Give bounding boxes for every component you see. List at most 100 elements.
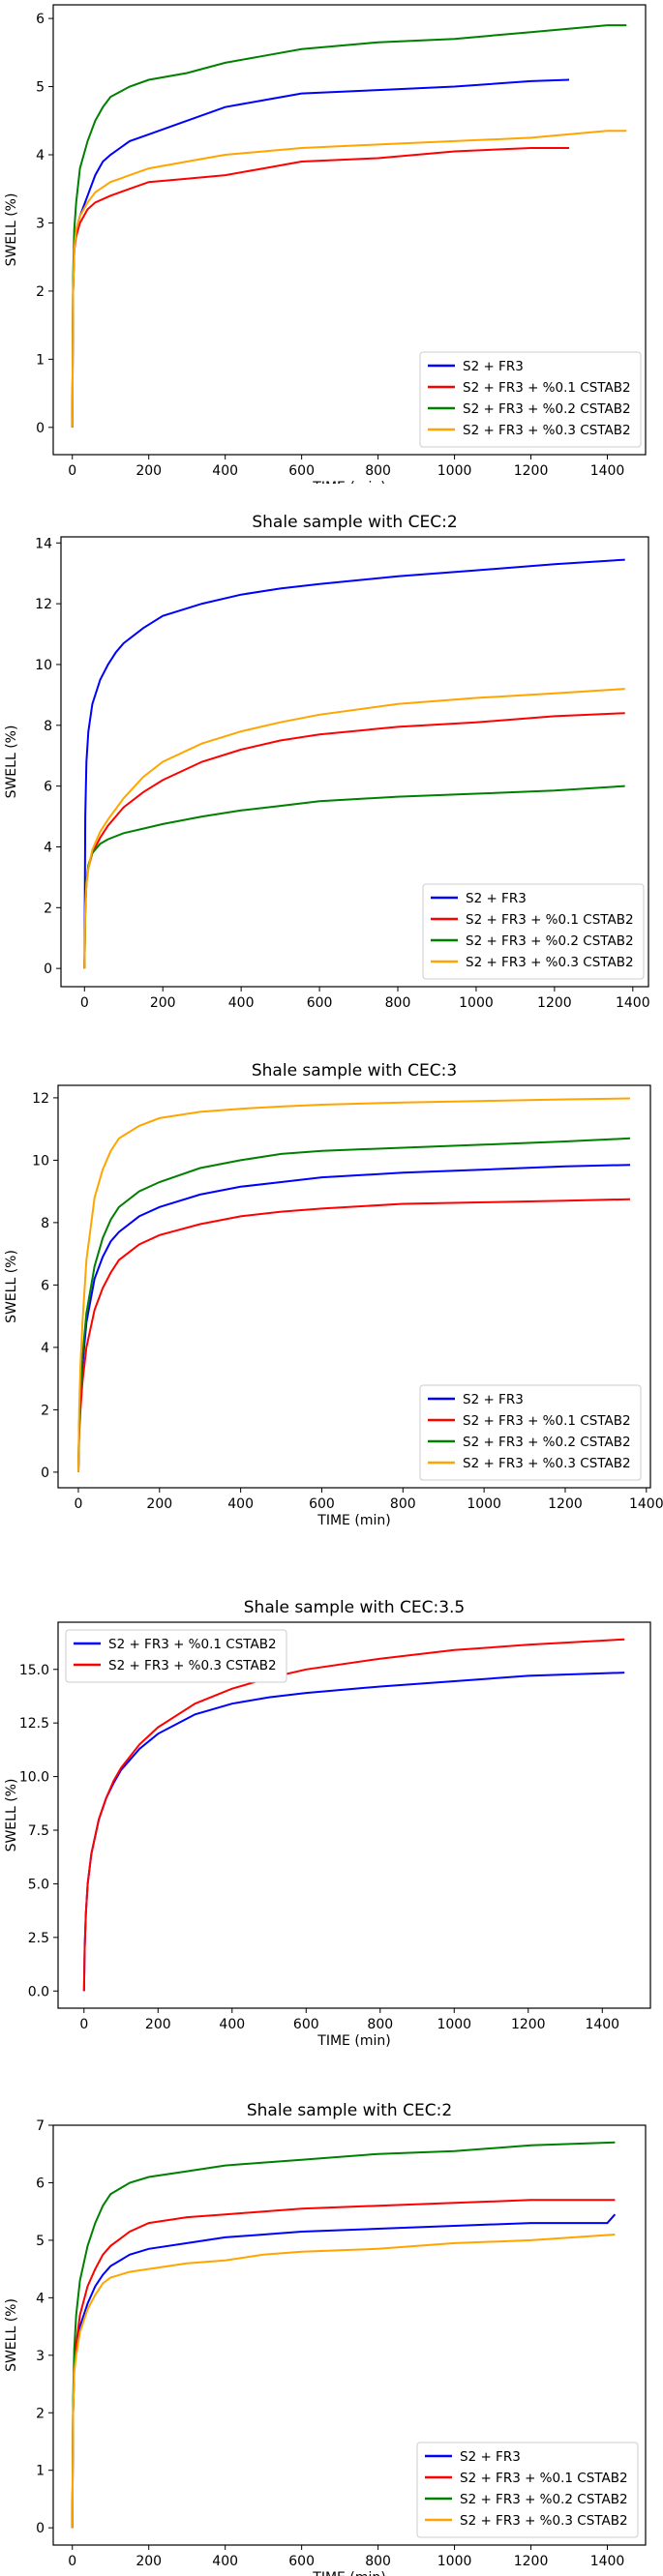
x-tick-label: 600 bbox=[307, 995, 333, 1011]
series-line-3 bbox=[71, 2141, 616, 2529]
legend-entry: S2 + FR3 + %0.1 CSTAB2 bbox=[463, 1413, 631, 1429]
y-tick-label: 0 bbox=[36, 421, 45, 436]
chart-title: Shale sample with CEC:3.5 bbox=[244, 1598, 466, 1617]
chart-svg-2: Shale sample with CEC:2 0 200 400 600 800 1000… bbox=[4, 513, 650, 1011]
x-tick-label: 400 bbox=[219, 2017, 245, 2032]
y-tick-label: 4 bbox=[36, 2291, 45, 2306]
series-line-2 bbox=[77, 1198, 631, 1472]
x-axis-label: TIME (min) bbox=[316, 1513, 390, 1528]
y-tick-label: 10.0 bbox=[19, 1770, 49, 1786]
x-tick-label: 200 bbox=[136, 2554, 162, 2569]
y-tick-label: 6 bbox=[36, 2176, 45, 2191]
x-tick-label: 400 bbox=[212, 2554, 238, 2569]
x-tick-label: 1400 bbox=[590, 463, 625, 479]
x-axis-label: TIME (min) bbox=[312, 480, 385, 484]
y-tick-label: 12 bbox=[32, 1091, 49, 1107]
y-tick-label: 8 bbox=[44, 719, 52, 734]
chart-title: Shale sample with CEC:3 bbox=[252, 1061, 457, 1081]
legend-entry: S2 + FR3 + %0.1 CSTAB2 bbox=[460, 2471, 628, 2486]
x-tick-label: 800 bbox=[365, 463, 391, 479]
series-line-4 bbox=[83, 688, 625, 969]
legend: S2 + FR3 S2 + FR3 + %0.1 CSTAB2 S2 + FR3 +… bbox=[419, 351, 642, 448]
y-axis-label: SWELL (%) bbox=[4, 1779, 19, 1852]
y-tick-label: 15.0 bbox=[19, 1663, 49, 1678]
series-line-4 bbox=[71, 2234, 616, 2529]
y-tick-label: 8 bbox=[41, 1216, 49, 1231]
chart-panel-1: Shale sample with CEC:2.5020040060080010… bbox=[0, 0, 663, 484]
y-tick-label: 1 bbox=[36, 352, 45, 368]
plot-frame bbox=[57, 1621, 651, 2009]
x-tick-label: 0 bbox=[80, 995, 89, 1011]
y-tick-label: 2 bbox=[41, 1403, 49, 1418]
y-tick-label: 2 bbox=[36, 2406, 45, 2421]
y-tick-label: 12.5 bbox=[19, 1716, 49, 1732]
x-tick-label: 1000 bbox=[459, 995, 494, 1011]
x-axis-label: TIME (min) bbox=[316, 2033, 390, 2049]
x-tick-label: 600 bbox=[309, 1496, 335, 1512]
chart-panel-5: Shale sample with CEC:2 0 200 400 600 800 1000… bbox=[0, 2072, 663, 2576]
y-tick-label: 7 bbox=[36, 2118, 45, 2134]
legend-entry: S2 + FR3 + %0.2 CSTAB2 bbox=[463, 401, 631, 417]
x-tick-label: 200 bbox=[145, 2017, 171, 2032]
y-tick-label: 4 bbox=[44, 840, 52, 855]
x-tick-label: 1000 bbox=[467, 1496, 501, 1512]
series-line-3 bbox=[71, 24, 627, 428]
x-tick-label: 400 bbox=[212, 463, 238, 479]
chart-title: Shale sample with CEC:2 bbox=[247, 2101, 452, 2120]
y-tick-label: 12 bbox=[35, 597, 52, 612]
legend-entry: S2 + FR3 + %0.3 CSTAB2 bbox=[460, 2513, 628, 2529]
legend-entry: S2 + FR3 + %0.3 CSTAB2 bbox=[108, 1658, 277, 1673]
plot-frame bbox=[57, 1084, 651, 1489]
x-tick-label: 1200 bbox=[548, 1496, 583, 1512]
chart-svg-5: Shale sample with CEC:2 0 200 400 600 800 1000… bbox=[4, 2101, 647, 2576]
legend: S2 + FR3 S2 + FR3 + %0.1 CSTAB2 S2 + FR3 +… bbox=[422, 883, 645, 980]
x-tick-label: 800 bbox=[367, 2017, 393, 2032]
legend-entry: S2 + FR3 + %0.1 CSTAB2 bbox=[108, 1637, 277, 1652]
x-tick-label: 400 bbox=[227, 1496, 254, 1512]
x-tick-label: 600 bbox=[293, 2017, 319, 2032]
y-axis-label: SWELL (%) bbox=[4, 2298, 19, 2372]
x-tick-label: 800 bbox=[385, 995, 411, 1011]
y-tick-label: 5.0 bbox=[28, 1877, 49, 1892]
x-tick-label: 0 bbox=[74, 1496, 82, 1512]
x-tick-label: 1200 bbox=[514, 2554, 549, 2569]
y-tick-label: 6 bbox=[41, 1278, 49, 1293]
y-tick-label: 7.5 bbox=[28, 1823, 49, 1839]
y-tick-label: 3 bbox=[36, 216, 45, 231]
x-tick-label: 1400 bbox=[629, 1496, 663, 1512]
y-tick-label: 4 bbox=[36, 148, 45, 163]
legend-entry: S2 + FR3 bbox=[463, 359, 524, 374]
x-tick-label: 800 bbox=[365, 2554, 391, 2569]
legend-entry: S2 + FR3 bbox=[463, 1392, 524, 1407]
legend-entry: S2 + FR3 + %0.3 CSTAB2 bbox=[466, 955, 634, 970]
series-line-1 bbox=[82, 1672, 625, 1992]
series-line-4 bbox=[71, 130, 627, 428]
x-tick-label: 200 bbox=[150, 995, 176, 1011]
plot-frame bbox=[52, 4, 647, 456]
x-tick-label: 600 bbox=[288, 2554, 315, 2569]
x-tick-label: 1400 bbox=[590, 2554, 625, 2569]
x-tick-label: 1400 bbox=[585, 2017, 619, 2032]
legend-entry: S2 + FR3 bbox=[460, 2449, 521, 2465]
y-tick-label: 6 bbox=[36, 12, 45, 27]
legend: S2 + FR3 S2 + FR3 + %0.1 CSTAB2 S2 + FR3 +… bbox=[419, 1384, 642, 1481]
x-tick-label: 1000 bbox=[437, 2017, 471, 2032]
chart-title: Shale sample with CEC:2 bbox=[252, 513, 457, 532]
x-tick-label: 1000 bbox=[437, 2554, 472, 2569]
y-tick-label: 2 bbox=[36, 284, 45, 300]
y-tick-label: 3 bbox=[36, 2349, 45, 2364]
series-line-3 bbox=[77, 1137, 631, 1472]
chart-svg-4: Shale sample with CEC:3.5 0 200 400 600 800 10… bbox=[4, 1598, 651, 2049]
legend-entry: S2 + FR3 + %0.2 CSTAB2 bbox=[466, 933, 634, 949]
legend-entry: S2 + FR3 + %0.3 CSTAB2 bbox=[463, 1456, 631, 1471]
chart-panel-2: Shale sample with CEC:2 0 200 400 600 800 1000… bbox=[0, 484, 663, 1032]
x-axis-label: TIME (min) bbox=[312, 2570, 385, 2576]
series-line-4 bbox=[77, 1097, 631, 1472]
y-axis-label: SWELL (%) bbox=[4, 193, 19, 267]
x-tick-label: 1200 bbox=[514, 463, 549, 479]
legend-entry: S2 + FR3 bbox=[466, 891, 527, 906]
y-tick-label: 5 bbox=[36, 80, 45, 96]
x-tick-label: 0 bbox=[79, 2017, 88, 2032]
plot-frame bbox=[60, 536, 649, 988]
